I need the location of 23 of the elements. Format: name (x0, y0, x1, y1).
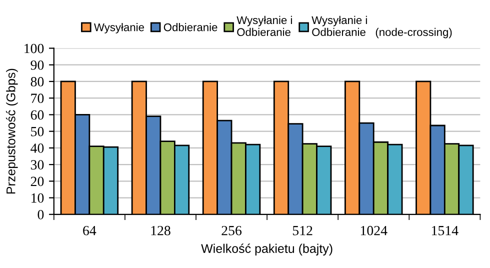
y-tick-label: 10 (32, 193, 44, 203)
x-tick-label: 128 (151, 226, 170, 236)
y-tick-label: 90 (30, 60, 44, 70)
x-tick-label: 64 (83, 226, 96, 236)
legend-label: Wysyłanie i Odbieranie (236, 16, 292, 36)
x-tick-label: 1024 (360, 226, 388, 236)
y-tick-label: 30 (30, 160, 44, 170)
y-tick-label: 20 (30, 176, 44, 186)
x-tick-label: 256 (222, 226, 242, 236)
y-tick-label: 60 (30, 110, 44, 120)
x-tick-label: 512 (292, 226, 312, 236)
legend-label: Wysyłanie i Odbieranie (node-crossing) (312, 16, 452, 38)
y-tick-label: 100 (24, 44, 44, 54)
x-tick-label: 1514 (432, 226, 458, 236)
y-tick-label: 70 (31, 94, 44, 104)
y-tick-label: 50 (31, 126, 44, 136)
x-axis-title: Wielkość pakietu (bajty) (201, 244, 332, 256)
y-tick-label: 40 (30, 144, 44, 153)
y-axis-title: Przepustowość (Gbps) (6, 68, 18, 194)
y-tick-label: 80 (30, 77, 44, 86)
legend-label: Wysyłanie (94, 23, 144, 34)
y-tick-label: 0 (38, 210, 44, 220)
legend-label: Odbieranie (164, 23, 218, 32)
